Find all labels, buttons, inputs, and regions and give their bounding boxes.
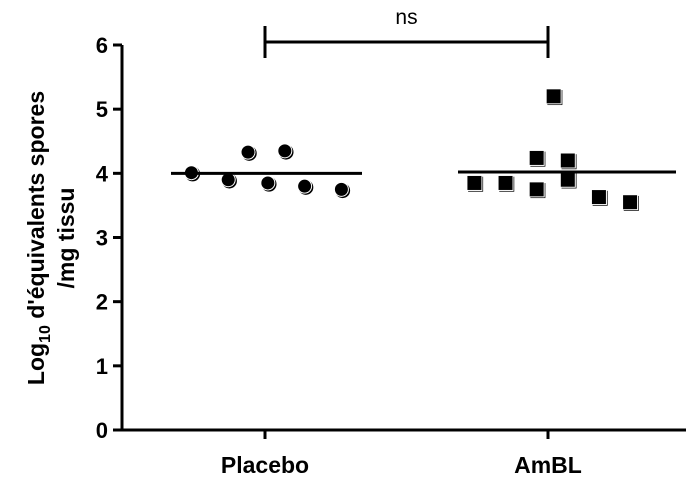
data-point	[622, 194, 639, 211]
x-tick-label: AmBL	[514, 452, 582, 478]
data-point	[528, 181, 545, 198]
data-point	[333, 181, 349, 197]
y-tick-label: 5	[96, 97, 108, 122]
y-tick-label: 4	[96, 161, 109, 186]
y-tick-label: 1	[96, 354, 108, 379]
data-point	[590, 189, 607, 206]
data-point	[297, 178, 313, 194]
data-point	[497, 174, 514, 191]
significance-label: ns	[395, 6, 417, 29]
data-points	[183, 88, 639, 211]
data-point	[559, 171, 576, 188]
y-tick-label: 3	[96, 226, 108, 251]
axes: 0 1 2 3 4 5 6 Placebo AmBL	[96, 33, 686, 478]
significance-bracket: ns	[263, 6, 550, 58]
data-point	[559, 152, 576, 169]
data-point	[260, 175, 276, 191]
median-lines	[171, 170, 676, 175]
x-tick-label: Placebo	[221, 452, 309, 478]
data-point	[528, 149, 545, 166]
y-tick-label: 6	[96, 33, 108, 58]
y-tick-label: 0	[96, 418, 108, 443]
y-axis-title-line2: /mg tissu	[53, 188, 79, 289]
data-point	[240, 144, 256, 160]
data-point	[220, 172, 236, 188]
y-axis-title-line1: Log10 d'équivalents spores	[23, 91, 54, 385]
data-point	[545, 88, 562, 105]
y-tick-label: 2	[96, 290, 108, 315]
data-point	[466, 174, 483, 191]
data-point	[277, 143, 293, 159]
